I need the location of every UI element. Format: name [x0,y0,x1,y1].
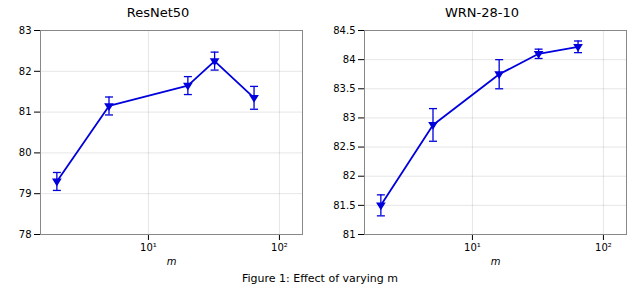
svg-text:84.5: 84.5 [333,25,355,36]
svg-text:81.5: 81.5 [333,200,355,211]
svg-text:81: 81 [343,229,356,240]
svg-text:79: 79 [19,188,32,199]
html-text:Figure 1: Effect of varying m: Figure 1: Effect of varying m [242,272,398,285]
svg-text:82: 82 [343,170,356,181]
svg-text:10¹: 10¹ [140,242,157,253]
svg-text:80: 80 [19,147,32,158]
svg-text:10²: 10² [595,242,612,253]
html-text:WRN-28-10: WRN-28-10 [445,5,519,20]
svg-text:83.5: 83.5 [333,83,355,94]
svg-text:81: 81 [19,106,32,117]
html-text:ResNet50: ResNet50 [126,5,190,20]
svg-text:m: m [491,256,501,267]
svg-text:84: 84 [343,54,356,65]
svg-text:82.5: 82.5 [333,141,355,152]
svg-text:10²: 10² [271,242,288,253]
svg-text:m: m [167,256,177,267]
svg-text:83: 83 [343,112,356,123]
svg-text:78: 78 [19,229,32,240]
svg-text:82: 82 [19,66,32,77]
svg-text:83: 83 [19,25,32,36]
svg-text:10¹: 10¹ [464,242,481,253]
